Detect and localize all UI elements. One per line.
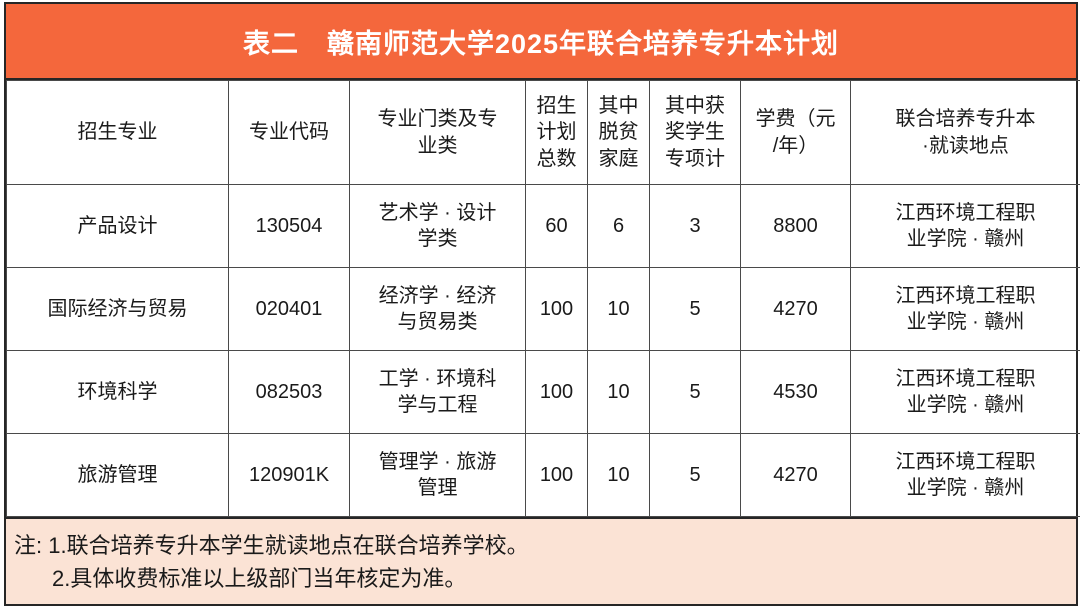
cell-major: 环境科学	[6, 350, 229, 434]
cell-tuition: 8800	[740, 184, 851, 268]
table-frame: 表二 赣南师范大学2025年联合培养专升本计划 招生专业 专业代码 专业门类及专…	[4, 2, 1080, 606]
cell-study-location: 江西环境工程职 业学院 · 赣州	[850, 184, 1080, 268]
cell-code: 130504	[228, 184, 350, 268]
cell-code: 082503	[228, 350, 350, 434]
cell-category: 艺术学 · 设计 学类	[349, 184, 526, 268]
header-cell-major: 招生专业	[6, 80, 229, 185]
table-row: 产品设计 130504 艺术学 · 设计 学类 60 6 3 8800 江西环境…	[6, 184, 1080, 268]
plan-table-sheet: 表二 赣南师范大学2025年联合培养专升本计划 招生专业 专业代码 专业门类及专…	[4, 2, 1080, 606]
cell-tuition: 4270	[740, 433, 851, 517]
header-cell-award: 其中获 奖学生 专项计	[649, 80, 741, 185]
cell-category: 工学 · 环境科 学与工程	[349, 350, 526, 434]
cell-code: 020401	[228, 267, 350, 351]
header-row: 招生专业 专业代码 专业门类及专 业类 招生 计划 总数 其中 脱贫 家庭 其中…	[6, 80, 1080, 185]
footnote: 注: 1.联合培养专升本学生就读地点在联合培养学校。 2.具体收费标准以上级部门…	[6, 517, 1076, 604]
table-title: 表二 赣南师范大学2025年联合培养专升本计划	[6, 4, 1076, 80]
footnote-line-1: 注: 1.联合培养专升本学生就读地点在联合培养学校。	[14, 533, 529, 558]
cell-code: 120901K	[228, 433, 350, 517]
cell-category: 经济学 · 经济 与贸易类	[349, 267, 526, 351]
header-cell-location: 联合培养专升本 ·就读地点	[850, 80, 1080, 185]
cell-major: 国际经济与贸易	[6, 267, 229, 351]
cell-category: 管理学 · 旅游 管理	[349, 433, 526, 517]
cell-major: 产品设计	[6, 184, 229, 268]
cell-tuition: 4270	[740, 267, 851, 351]
cell-major: 旅游管理	[6, 433, 229, 517]
cell-tuition: 4530	[740, 350, 851, 434]
cell-plan-total: 100	[525, 433, 588, 517]
header-cell-poverty: 其中 脱贫 家庭	[587, 80, 650, 185]
cell-study-location: 江西环境工程职 业学院 · 赣州	[850, 433, 1080, 517]
cell-award: 5	[649, 433, 741, 517]
header-cell-tuition: 学费（元 /年）	[740, 80, 851, 185]
cell-poverty: 10	[587, 433, 650, 517]
cell-poverty: 10	[587, 350, 650, 434]
cell-award: 3	[649, 184, 741, 268]
header-cell-category: 专业门类及专 业类	[349, 80, 526, 185]
cell-study-location: 江西环境工程职 业学院 · 赣州	[850, 350, 1080, 434]
cell-study-location: 江西环境工程职 业学院 · 赣州	[850, 267, 1080, 351]
cell-poverty: 10	[587, 267, 650, 351]
footnote-line-2: 2.具体收费标准以上级部门当年核定为准。	[52, 566, 467, 591]
table-row: 国际经济与贸易 020401 经济学 · 经济 与贸易类 100 10 5 42…	[6, 267, 1080, 351]
cell-plan-total: 60	[525, 184, 588, 268]
cell-plan-total: 100	[525, 267, 588, 351]
header-cell-code: 专业代码	[228, 80, 350, 185]
header-cell-plan-total: 招生 计划 总数	[525, 80, 588, 185]
cell-award: 5	[649, 267, 741, 351]
enrollment-plan-table: 招生专业 专业代码 专业门类及专 业类 招生 计划 总数 其中 脱贫 家庭 其中…	[6, 80, 1080, 517]
cell-poverty: 6	[587, 184, 650, 268]
table-row: 环境科学 082503 工学 · 环境科 学与工程 100 10 5 4530 …	[6, 350, 1080, 434]
cell-award: 5	[649, 350, 741, 434]
cell-plan-total: 100	[525, 350, 588, 434]
table-row: 旅游管理 120901K 管理学 · 旅游 管理 100 10 5 4270 江…	[6, 433, 1080, 517]
